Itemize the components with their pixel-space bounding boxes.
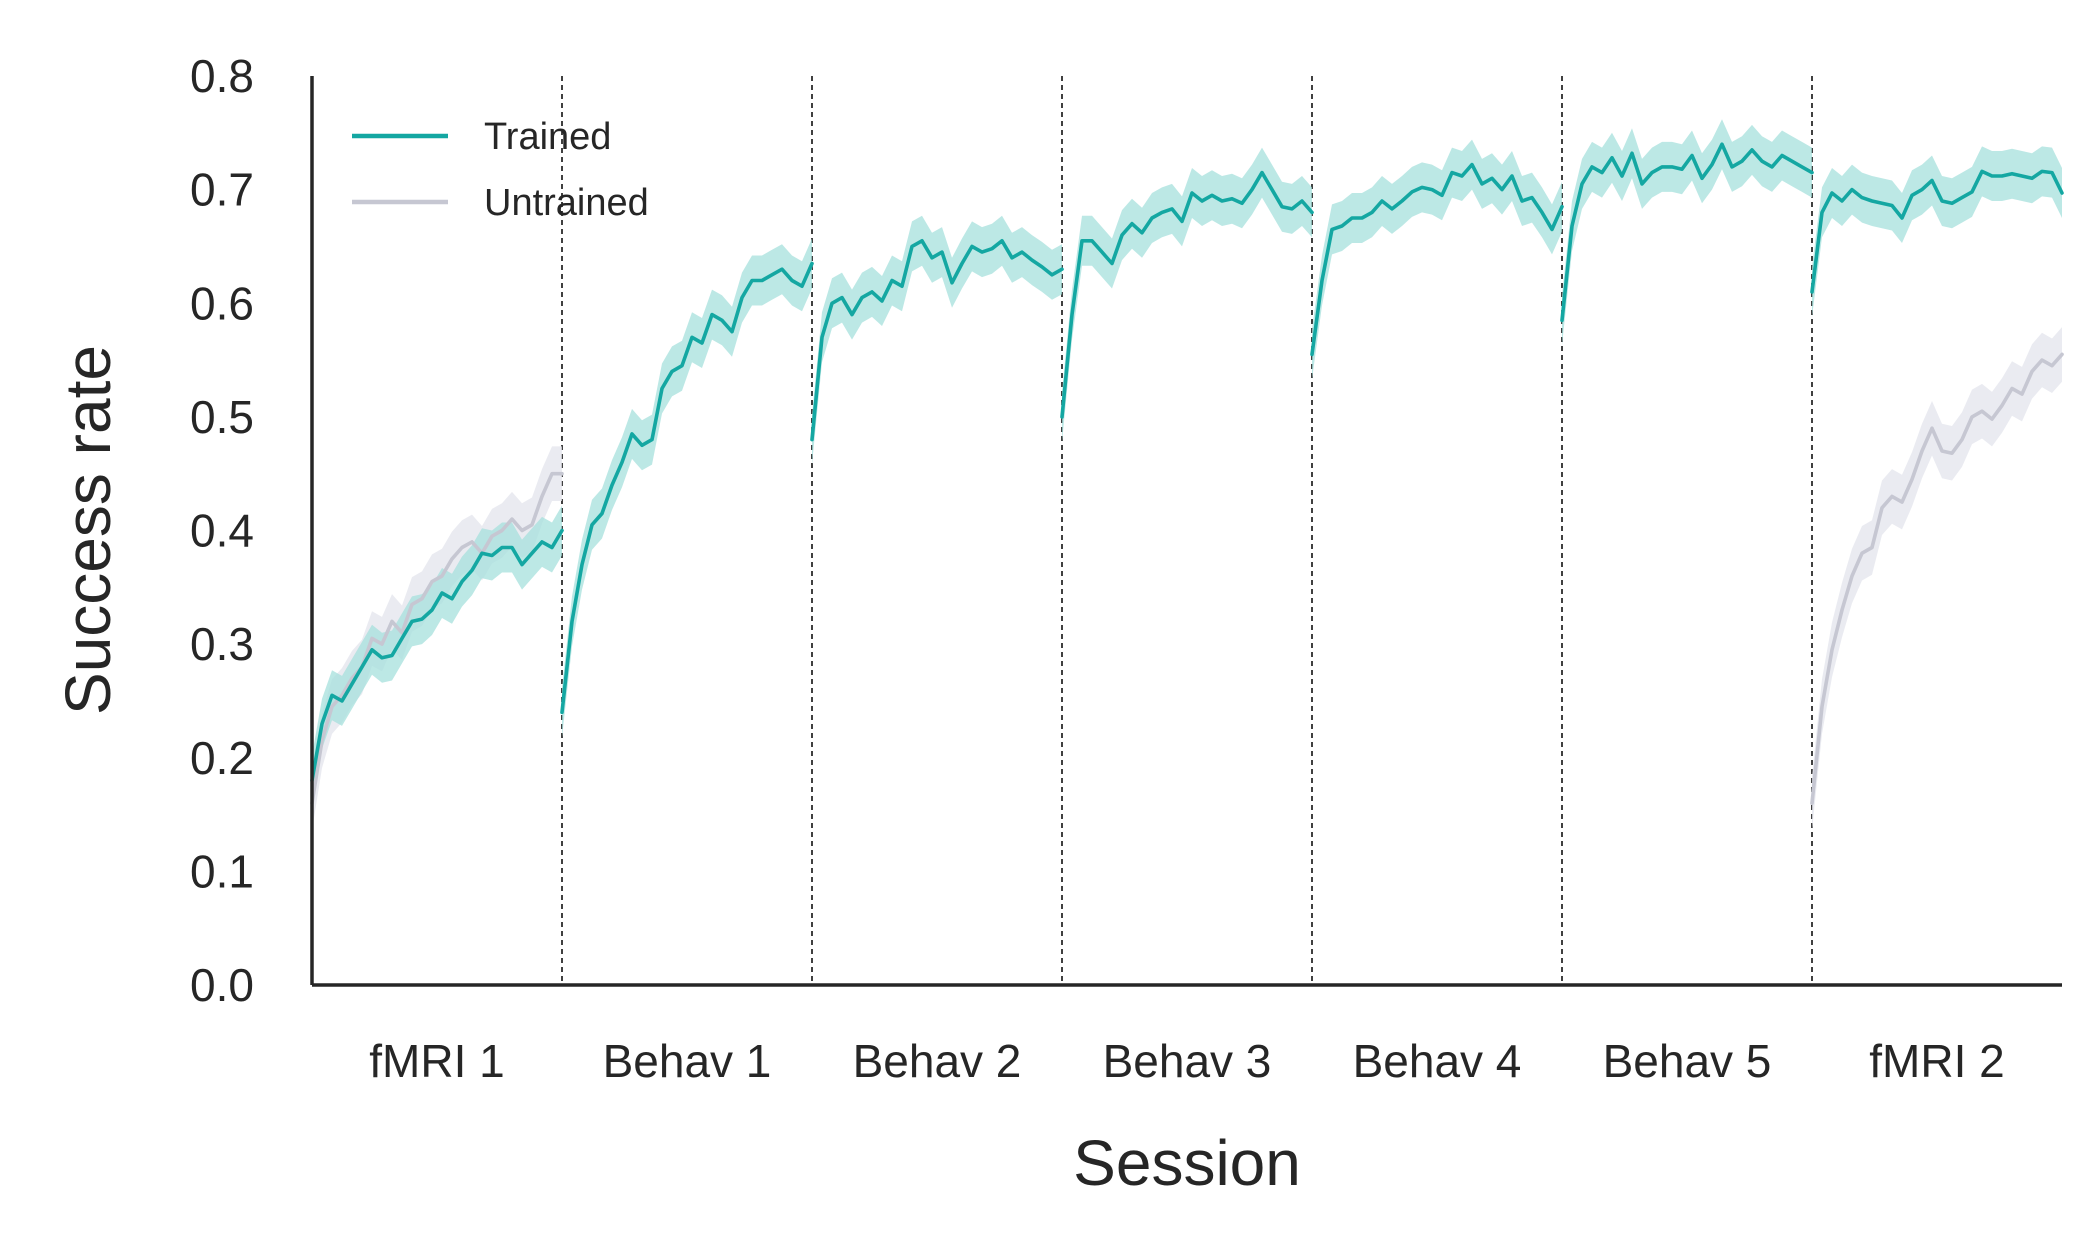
- untrained-legend-label: Untrained: [484, 182, 649, 224]
- x-tick-label: fMRI 2: [1869, 1035, 2004, 1087]
- y-tick-labels: 0.0 0.1 0.2 0.3 0.4 0.5 0.6 0.7 0.8: [190, 50, 254, 1011]
- x-tick-label: fMRI 1: [369, 1035, 504, 1087]
- y-axis-label: Success rate: [52, 345, 124, 715]
- trained-line: [310, 528, 564, 783]
- y-tick-label: 0.6: [190, 277, 254, 329]
- x-axis-label: Session: [1073, 1127, 1301, 1199]
- y-tick-label: 0.4: [190, 505, 254, 557]
- legend: Trained Untrained: [352, 116, 649, 224]
- y-tick-label: 0.1: [190, 845, 254, 897]
- untrained-line: [310, 471, 564, 806]
- y-tick-label: 0.8: [190, 50, 254, 102]
- trained-ci-band: [312, 505, 562, 806]
- x-tick-label: Behav 4: [1353, 1035, 1522, 1087]
- trained-line: [1810, 169, 2064, 294]
- trained-line: [560, 261, 814, 715]
- trained-line: [810, 239, 1064, 442]
- y-tick-label: 0.0: [190, 959, 254, 1011]
- y-tick-label: 0.2: [190, 732, 254, 784]
- trained-ci-band: [1062, 147, 1312, 442]
- trained-legend-label: Trained: [484, 116, 611, 158]
- trained-line: [1560, 142, 1814, 323]
- series-lines: [310, 142, 2064, 806]
- trained-ci-band: [1562, 119, 1812, 346]
- trained-ci-band: [562, 238, 812, 738]
- y-tick-label: 0.3: [190, 618, 254, 670]
- trained-ci-band: [1812, 146, 2062, 317]
- trained-ci-band: [1312, 139, 1562, 380]
- x-tick-label: Behav 2: [853, 1035, 1022, 1087]
- y-tick-label: 0.5: [190, 391, 254, 443]
- trained-ci-band: [812, 215, 1062, 465]
- untrained-line: [1810, 352, 2064, 806]
- untrained-ci-band: [312, 446, 562, 831]
- x-tick-label: Behav 3: [1103, 1035, 1272, 1087]
- x-tick-label: Behav 1: [603, 1035, 772, 1087]
- x-tick-label: Behav 5: [1603, 1035, 1772, 1087]
- confidence-bands: [312, 119, 2062, 831]
- session-dividers: [561, 76, 1813, 985]
- x-tick-labels: fMRI 1 Behav 1 Behav 2 Behav 3 Behav 4 Behav …: [369, 1035, 2004, 1087]
- trained-line: [1060, 170, 1314, 419]
- y-tick-label: 0.7: [190, 164, 254, 216]
- trained-line: [1310, 162, 1564, 357]
- axes: [310, 76, 2062, 987]
- untrained-ci-band: [1812, 327, 2062, 831]
